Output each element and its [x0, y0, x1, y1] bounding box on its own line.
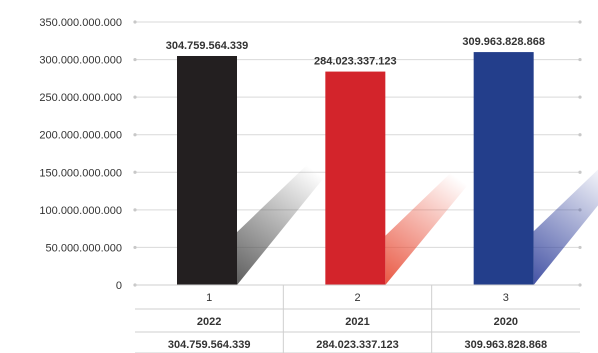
gridline-dot: [578, 20, 582, 24]
table-year: 2020: [494, 316, 518, 328]
data-label: 284.023.337.123: [314, 56, 397, 68]
bar-shadow: [385, 167, 483, 285]
data-table: 1 2022 304.759.564.339 2 2021 284.023.337.123…: [135, 284, 580, 353]
y-tick-label: 250.000.000.000: [39, 92, 122, 104]
gridline-dot: [578, 170, 582, 174]
gridline-dot: [133, 208, 137, 212]
x-category-label: 2: [354, 292, 360, 304]
gridline-dot: [578, 95, 582, 99]
bar-shadows: [237, 159, 598, 285]
data-labels: 304.759.564.339 284.023.337.123 309.963.82…: [166, 36, 545, 67]
y-tick-label: 350.000.000.000: [39, 17, 122, 29]
gridline-dot: [578, 57, 582, 62]
y-axis: 0 50.000.000.000 100.000.000.000 150.000.00…: [39, 17, 122, 292]
x-category-label: 1: [206, 292, 212, 304]
gridline-dot: [133, 245, 137, 250]
bar-2: [325, 71, 386, 285]
table-value: 304.759.564.339: [168, 339, 251, 351]
bar-shadow: [533, 169, 598, 285]
y-tick-label: 300.000.000.000: [39, 55, 122, 67]
gridline-dot: [578, 245, 582, 250]
bar-3: [473, 52, 534, 286]
y-tick-label: 0: [116, 280, 122, 292]
y-tick-label: 50.000.000.000: [46, 242, 122, 254]
gridline-dot: [133, 133, 137, 137]
table-value: 309.963.828.868: [465, 339, 548, 351]
y-tick-label: 200.000.000.000: [39, 130, 122, 142]
table-year: 2021: [345, 316, 369, 328]
gridline-dot: [133, 57, 137, 62]
x-category-label: 3: [503, 292, 509, 304]
bar-1: [177, 55, 237, 285]
gridline-dot: [133, 170, 137, 174]
bars: [177, 52, 534, 286]
y-tick-label: 100.000.000.000: [39, 205, 122, 217]
y-tick-label: 150.000.000.000: [39, 167, 122, 179]
gridline-dot: [578, 133, 582, 137]
gridline-dot: [133, 95, 137, 99]
data-label: 309.963.828.868: [462, 36, 545, 48]
gridline-dot: [133, 20, 137, 24]
data-label: 304.759.564.339: [166, 40, 249, 52]
table-value: 284.023.337.123: [316, 339, 399, 351]
table-year: 2022: [197, 316, 221, 328]
bar-shadow: [237, 159, 340, 285]
